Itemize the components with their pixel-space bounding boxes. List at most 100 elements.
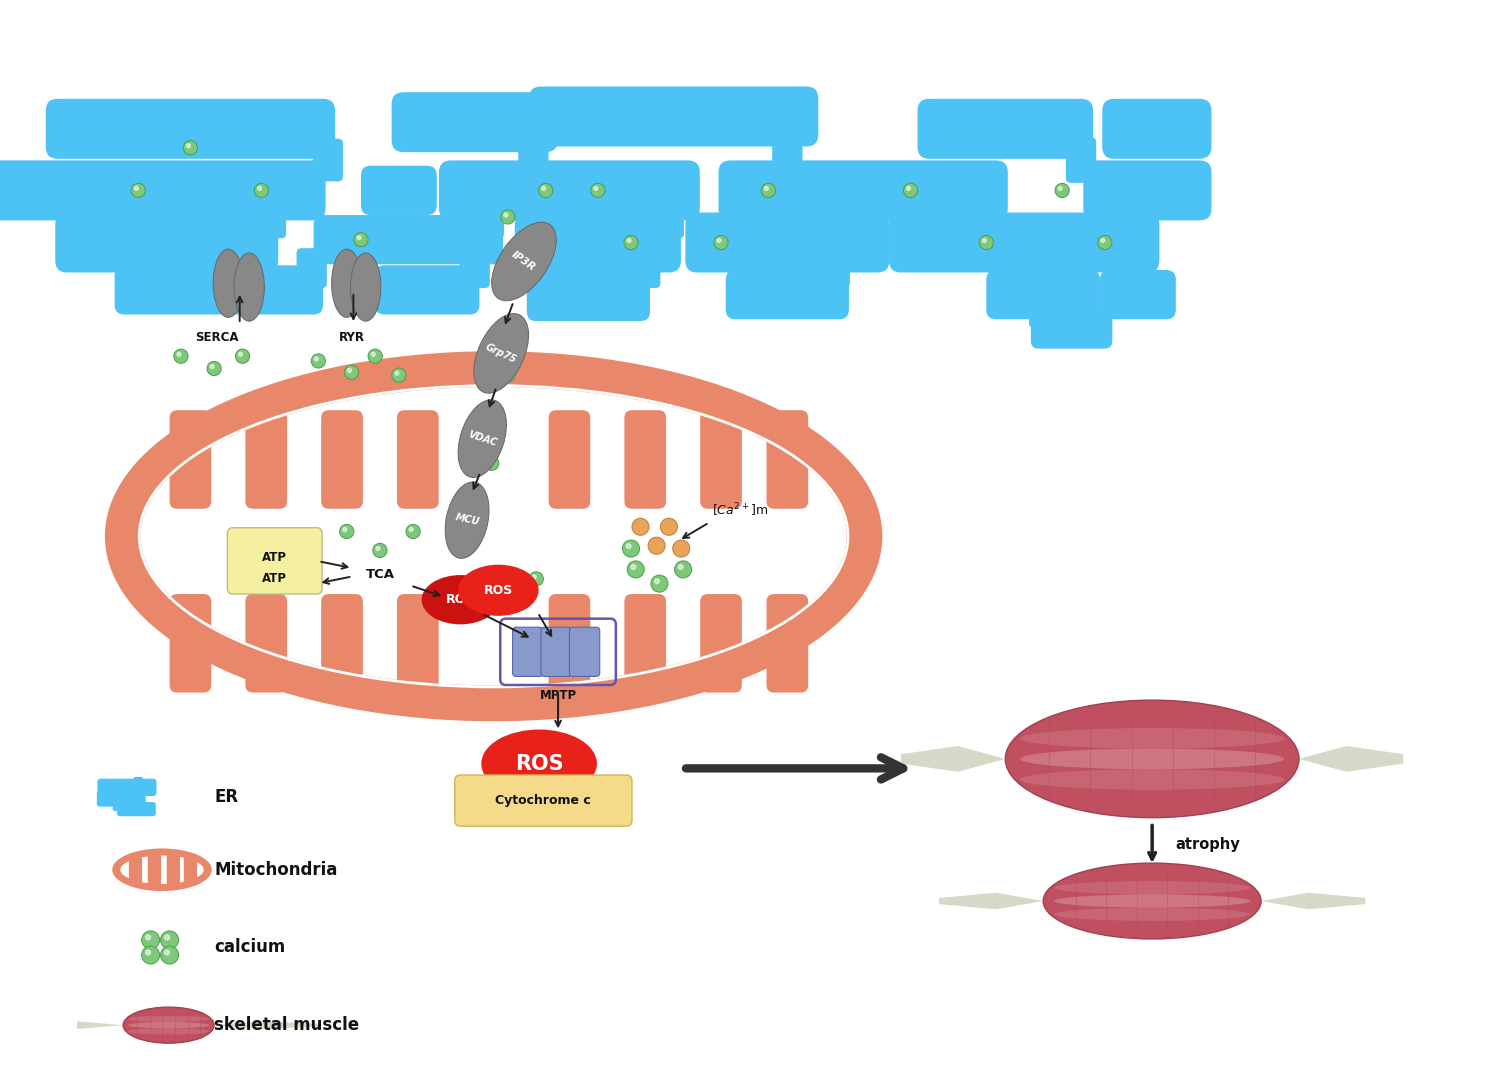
Circle shape (982, 239, 987, 242)
Text: ROS: ROS (515, 753, 564, 774)
Circle shape (717, 239, 722, 242)
Circle shape (210, 364, 214, 369)
Ellipse shape (128, 1028, 210, 1035)
FancyBboxPatch shape (362, 165, 437, 215)
Ellipse shape (491, 223, 557, 301)
FancyBboxPatch shape (1103, 98, 1211, 159)
Circle shape (530, 572, 543, 586)
FancyBboxPatch shape (515, 213, 682, 272)
FancyBboxPatch shape (1123, 196, 1153, 238)
FancyBboxPatch shape (46, 98, 335, 159)
FancyBboxPatch shape (228, 528, 321, 595)
FancyBboxPatch shape (314, 215, 503, 264)
FancyBboxPatch shape (170, 595, 211, 693)
Circle shape (257, 186, 262, 190)
FancyBboxPatch shape (1031, 307, 1113, 349)
Ellipse shape (128, 1022, 210, 1028)
Circle shape (903, 184, 918, 198)
Text: SERCA: SERCA (195, 331, 238, 344)
FancyBboxPatch shape (987, 270, 1100, 319)
Polygon shape (1299, 746, 1403, 772)
Circle shape (542, 186, 546, 190)
Text: calcium: calcium (214, 938, 286, 957)
Ellipse shape (458, 564, 539, 616)
Circle shape (626, 544, 631, 548)
FancyBboxPatch shape (460, 249, 490, 288)
Text: Cytochrome c: Cytochrome c (496, 795, 591, 808)
FancyBboxPatch shape (455, 775, 632, 826)
Text: Mitochondria: Mitochondria (214, 860, 338, 879)
Circle shape (186, 144, 190, 148)
Circle shape (762, 184, 775, 198)
FancyBboxPatch shape (147, 854, 161, 885)
FancyBboxPatch shape (134, 777, 143, 798)
Text: MCU: MCU (454, 512, 481, 528)
Circle shape (501, 210, 515, 224)
Polygon shape (19, 1022, 124, 1029)
FancyBboxPatch shape (512, 627, 543, 677)
Circle shape (344, 365, 359, 379)
Circle shape (533, 575, 536, 578)
Circle shape (488, 459, 491, 464)
FancyBboxPatch shape (1030, 296, 1058, 328)
Ellipse shape (141, 387, 847, 685)
Circle shape (594, 186, 598, 190)
Circle shape (655, 578, 659, 584)
Text: ROS: ROS (484, 584, 513, 597)
Text: ATP: ATP (262, 572, 287, 586)
Circle shape (183, 141, 198, 155)
FancyBboxPatch shape (766, 595, 808, 693)
Circle shape (674, 561, 692, 578)
FancyBboxPatch shape (948, 196, 978, 238)
Circle shape (161, 946, 179, 964)
FancyBboxPatch shape (629, 249, 661, 288)
Ellipse shape (1019, 729, 1284, 749)
FancyBboxPatch shape (256, 196, 286, 238)
Ellipse shape (1019, 770, 1284, 790)
Text: Grp75: Grp75 (484, 342, 518, 365)
Ellipse shape (1019, 749, 1284, 770)
FancyBboxPatch shape (55, 213, 278, 272)
Ellipse shape (1054, 881, 1250, 894)
Circle shape (339, 524, 354, 538)
Circle shape (631, 564, 635, 570)
FancyBboxPatch shape (518, 137, 549, 183)
Ellipse shape (213, 249, 244, 318)
Circle shape (391, 368, 406, 383)
Circle shape (661, 518, 677, 535)
FancyBboxPatch shape (888, 213, 1159, 272)
FancyBboxPatch shape (701, 595, 743, 693)
FancyBboxPatch shape (321, 410, 363, 509)
FancyBboxPatch shape (625, 595, 667, 693)
Circle shape (376, 547, 379, 550)
Circle shape (623, 236, 638, 250)
FancyBboxPatch shape (397, 410, 439, 509)
FancyBboxPatch shape (686, 213, 890, 272)
FancyBboxPatch shape (653, 196, 684, 238)
FancyBboxPatch shape (701, 410, 743, 509)
Circle shape (311, 353, 326, 368)
FancyBboxPatch shape (97, 791, 146, 806)
FancyBboxPatch shape (185, 854, 196, 885)
Text: atrophy: atrophy (1176, 837, 1241, 852)
Circle shape (373, 544, 387, 558)
Circle shape (207, 361, 222, 375)
Circle shape (979, 236, 994, 250)
Circle shape (673, 540, 690, 557)
FancyBboxPatch shape (391, 92, 558, 152)
Circle shape (539, 184, 554, 198)
FancyBboxPatch shape (1100, 270, 1176, 319)
Ellipse shape (124, 1007, 214, 1043)
FancyBboxPatch shape (375, 265, 479, 315)
FancyBboxPatch shape (97, 778, 156, 796)
Circle shape (649, 537, 665, 555)
Polygon shape (902, 746, 1006, 772)
Text: ER: ER (214, 788, 238, 805)
FancyBboxPatch shape (439, 160, 699, 221)
FancyBboxPatch shape (570, 627, 600, 677)
Ellipse shape (458, 400, 506, 478)
FancyBboxPatch shape (1083, 160, 1211, 221)
FancyBboxPatch shape (542, 627, 571, 677)
Ellipse shape (1043, 863, 1262, 939)
FancyBboxPatch shape (772, 133, 802, 182)
